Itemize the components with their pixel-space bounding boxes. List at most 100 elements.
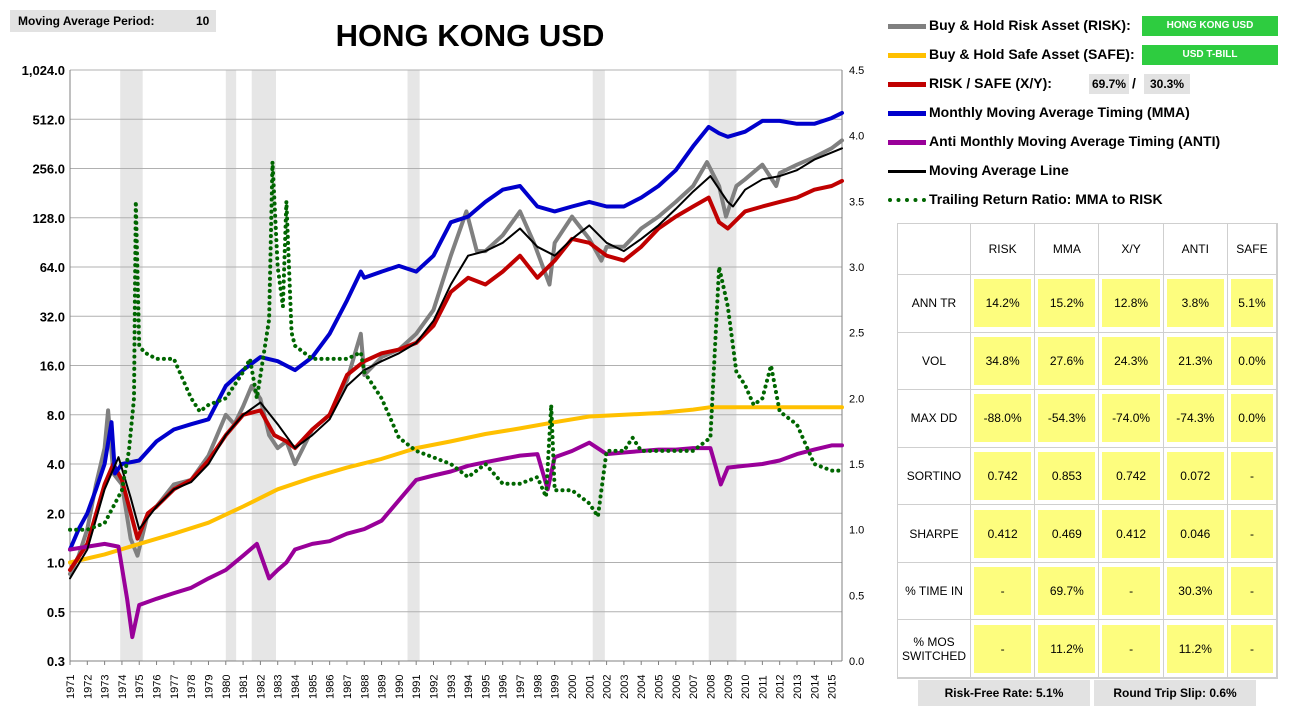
- stats-col-xy: X/Y: [1098, 224, 1164, 275]
- stats-cell-td: -74.0%: [1098, 389, 1164, 448]
- y2-tick-label: 2.0: [849, 393, 864, 405]
- stats-cell-td: 34.8%: [970, 332, 1036, 391]
- stats-cell-td: 14.2%: [970, 274, 1036, 333]
- x-tick-label: 2009: [723, 675, 735, 699]
- y-tick-label: 2.0: [47, 506, 65, 521]
- stats-row-label: SHARPE: [898, 504, 971, 563]
- ma-period-value[interactable]: 10: [196, 14, 210, 28]
- stats-cell: -: [1230, 567, 1273, 616]
- stats-cell: 0.0%: [1230, 394, 1273, 443]
- stats-cell: 27.6%: [1038, 336, 1096, 385]
- stats-cell: -: [1102, 624, 1160, 673]
- x-tick-label: 1977: [169, 675, 181, 699]
- xy-separator: /: [1132, 75, 1136, 91]
- x-tick-label: 1987: [342, 675, 354, 699]
- stats-cell-td: 12.8%: [1098, 274, 1164, 333]
- y-tick-label: 512.0: [32, 112, 65, 127]
- stats-cell: 24.3%: [1102, 336, 1160, 385]
- chart-title: HONG KONG USD: [335, 18, 605, 53]
- stats-row: VOL 34.8% 27.6% 24.3% 21.3% 0.0%: [898, 332, 1278, 391]
- stats-cell-td: -54.3%: [1034, 389, 1100, 448]
- stats-cell-td: 0.0%: [1227, 389, 1278, 448]
- legend-mma-swatch: [888, 111, 926, 116]
- legend-xy-swatch: [888, 82, 926, 87]
- stats-cell: 69.7%: [1038, 567, 1096, 616]
- stats-cell-td: 0.412: [1098, 504, 1164, 563]
- stats-cell-td: 24.3%: [1098, 332, 1164, 391]
- stats-cell: -54.3%: [1038, 394, 1096, 443]
- x-tick-label: 1972: [82, 675, 94, 699]
- stats-cell-td: 11.2%: [1034, 619, 1100, 678]
- stats-cell: 0.853: [1038, 451, 1096, 500]
- stats-cell-td: 11.2%: [1163, 619, 1228, 678]
- xy-risk-pct[interactable]: 69.7%: [1089, 74, 1129, 94]
- y2-tick-label: 3.5: [849, 196, 864, 208]
- series-line: [69, 147, 843, 580]
- y-tick-label: 128.0: [32, 211, 65, 226]
- stats-cell: 12.8%: [1102, 279, 1160, 328]
- stats-cell-td: 21.3%: [1163, 332, 1228, 391]
- stats-cell: 0.072: [1166, 451, 1224, 500]
- y-tick-label: 32.0: [40, 309, 65, 324]
- safe-asset-tag[interactable]: USD T-BILL: [1142, 45, 1278, 65]
- xy-safe-pct[interactable]: 30.3%: [1144, 74, 1190, 94]
- x-tick-label: 1973: [100, 675, 112, 699]
- stats-cell-td: -: [1098, 562, 1164, 621]
- y-tick-label: 0.5: [47, 605, 65, 620]
- x-tick-label: 1979: [203, 675, 215, 699]
- x-tick-label: 1988: [359, 675, 371, 699]
- stats-cell-td: 0.742: [1098, 447, 1164, 506]
- stats-row-label: % MOS SWITCHED: [898, 619, 971, 678]
- stats-cell-td: 0.412: [970, 504, 1036, 563]
- series-lines: [68, 110, 844, 640]
- stats-col-anti: ANTI: [1163, 224, 1228, 275]
- legend-risk-label: Buy & Hold Risk Asset (RISK):: [929, 17, 1131, 33]
- series-line: [68, 405, 844, 565]
- stats-cell-td: 0.742: [970, 447, 1036, 506]
- x-tick-label: 2002: [602, 675, 614, 699]
- legend-ma-label: Moving Average Line: [929, 162, 1069, 178]
- x-tick-label: 1999: [550, 675, 562, 699]
- stats-row-label: VOL: [898, 332, 971, 391]
- legend-risk-swatch: [888, 24, 926, 29]
- legend-anti-swatch: [888, 140, 926, 145]
- stats-cell: 0.0%: [1230, 336, 1273, 385]
- y2-tick-label: 1.5: [849, 459, 864, 471]
- stats-cell-td: 69.7%: [1034, 562, 1100, 621]
- x-tick-label: 1984: [290, 675, 302, 699]
- stats-row: SHARPE 0.412 0.469 0.412 0.046-: [898, 504, 1278, 563]
- stats-cell: 11.2%: [1038, 624, 1096, 673]
- stats-cell-td: 0.0%: [1227, 332, 1278, 391]
- x-tick-label: 1974: [117, 675, 129, 699]
- series-line: [68, 159, 844, 532]
- legend-mma-label: Monthly Moving Average Timing (MMA): [929, 104, 1190, 120]
- stats-cell: 3.8%: [1166, 279, 1224, 328]
- x-tick-label: 2004: [636, 675, 648, 699]
- stats-cell: -88.0%: [974, 394, 1032, 443]
- x-tick-label: 2005: [654, 675, 666, 699]
- stats-cell: -: [974, 624, 1032, 673]
- stats-cell: 11.2%: [1166, 624, 1224, 673]
- stats-cell: -: [1102, 567, 1160, 616]
- y-tick-label: 64.0: [40, 260, 65, 275]
- legend-xy-label: RISK / SAFE (X/Y):: [929, 75, 1052, 91]
- stats-cell: 0.412: [974, 509, 1032, 558]
- stats-cell-td: 3.8%: [1163, 274, 1228, 333]
- x-tick-label: 1980: [221, 675, 233, 699]
- stats-cell: -: [1230, 624, 1273, 673]
- y-tick-label: 4.0: [47, 457, 65, 472]
- stats-cell-td: 0.469: [1034, 504, 1100, 563]
- stats-row-label: SORTINO: [898, 447, 971, 506]
- y2-tick-label: 0.0: [849, 656, 864, 668]
- stats-col-safe: SAFE: [1227, 224, 1278, 275]
- risk-free-rate: Risk-Free Rate: 5.1%: [918, 680, 1090, 706]
- y2-tick-label: 0.5: [849, 590, 864, 602]
- stats-corner: [898, 224, 971, 275]
- ma-period-label: Moving Average Period:: [18, 14, 155, 28]
- y-tick-label: 16.0: [40, 359, 65, 374]
- stats-cell: 0.742: [1102, 451, 1160, 500]
- x-tick-label: 2000: [567, 675, 579, 699]
- stats-cell: 0.046: [1166, 509, 1224, 558]
- risk-asset-tag[interactable]: HONG KONG USD: [1142, 16, 1278, 36]
- legend-ma-swatch: [888, 170, 926, 173]
